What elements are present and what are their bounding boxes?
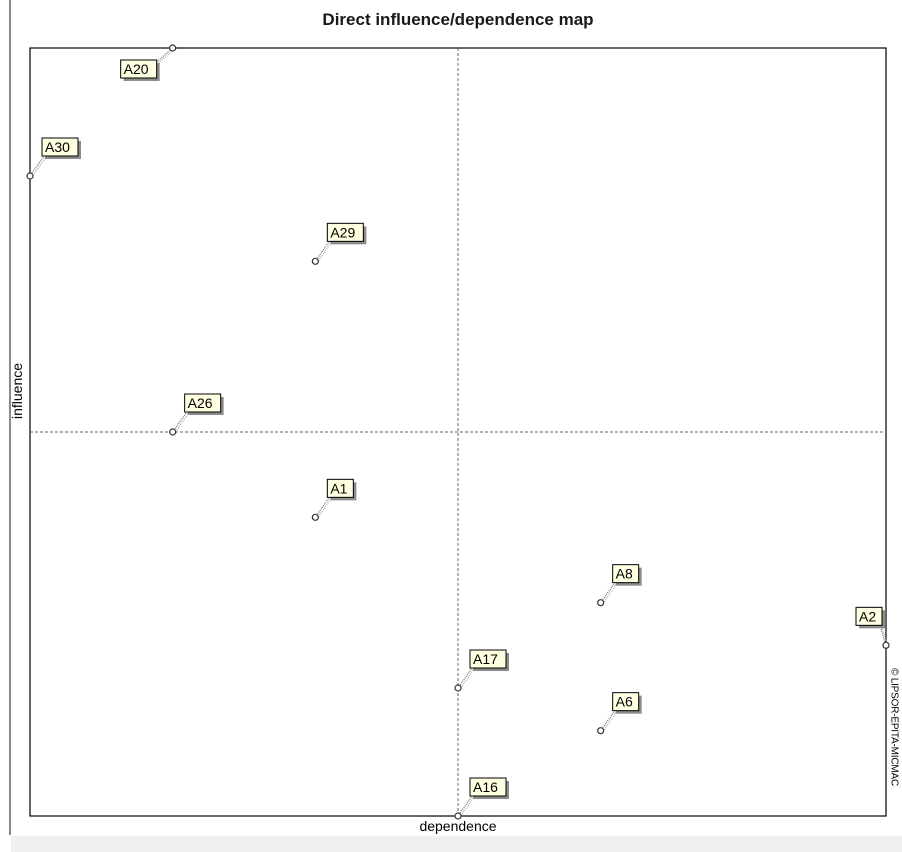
point-label: A30 — [41, 137, 81, 159]
label-text: A1 — [330, 480, 347, 496]
point-marker — [882, 641, 890, 649]
label-text: A26 — [188, 395, 213, 411]
leader-line — [457, 667, 473, 689]
point-marker — [311, 513, 319, 521]
leader-line-shadow — [459, 796, 475, 818]
leader-line — [879, 625, 887, 646]
leader-line — [314, 241, 330, 262]
x-axis-label: dependence — [419, 818, 497, 834]
label-text: A20 — [124, 61, 149, 77]
point-marker — [597, 727, 605, 735]
point-label: A29 — [326, 222, 367, 245]
point-label: A6 — [612, 692, 642, 714]
data-point-a1: A1 — [311, 478, 357, 521]
label-box — [120, 59, 158, 79]
leader-line-shadow — [602, 711, 618, 732]
leader-line-shadow — [881, 626, 889, 647]
label-box — [184, 393, 222, 413]
label-text: A17 — [473, 651, 498, 667]
chart-title: Direct influence/dependence map — [322, 10, 594, 29]
label-box — [41, 137, 79, 157]
leader-line — [314, 497, 330, 518]
point-label: A16 — [469, 777, 509, 799]
label-text: A6 — [616, 694, 633, 710]
point-label: A17 — [469, 649, 509, 671]
point-marker — [26, 172, 34, 180]
point-marker — [169, 44, 177, 52]
label-text: A2 — [859, 608, 876, 624]
point-label: A2 — [855, 606, 885, 629]
status-strip — [11, 836, 902, 852]
label-box — [326, 222, 364, 242]
leader-line — [172, 411, 188, 433]
leader-line — [600, 582, 616, 603]
leader-line-shadow — [602, 583, 618, 604]
label-text: A29 — [330, 224, 355, 240]
points-layer: A20 A30 A29 A26 A1 A8 A2 A17 A6 A16 — [26, 44, 890, 820]
label-box — [612, 564, 640, 584]
leader-line — [600, 710, 616, 731]
data-point-a16: A16 — [454, 777, 509, 820]
data-point-a8: A8 — [597, 564, 642, 607]
point-marker — [311, 257, 319, 265]
data-point-a26: A26 — [169, 393, 224, 436]
point-marker — [169, 428, 177, 436]
label-text: A16 — [473, 779, 498, 795]
point-label: A26 — [184, 393, 224, 415]
label-text: A30 — [45, 139, 70, 155]
data-point-a6: A6 — [597, 692, 642, 735]
leader-line-shadow — [174, 412, 190, 434]
data-point-a2: A2 — [855, 606, 890, 649]
leader-line-shadow — [316, 498, 332, 519]
leader-line — [457, 795, 473, 817]
point-label: A20 — [120, 59, 160, 81]
label-box — [326, 478, 354, 498]
point-marker — [454, 684, 462, 692]
data-point-a29: A29 — [311, 222, 367, 265]
label-text: A8 — [616, 566, 633, 582]
leader-line-shadow — [31, 156, 47, 178]
label-box — [469, 649, 507, 669]
label-box — [612, 692, 640, 712]
leader-line-shadow — [459, 668, 475, 690]
point-label: A8 — [612, 564, 642, 586]
point-marker — [597, 599, 605, 607]
leader-line-shadow — [316, 242, 332, 263]
data-point-a20: A20 — [120, 44, 177, 81]
leader-line — [156, 47, 173, 63]
label-box — [469, 777, 507, 797]
leader-line — [29, 155, 45, 177]
data-point-a17: A17 — [454, 649, 509, 692]
point-marker — [454, 812, 462, 820]
label-box — [855, 606, 883, 626]
left-border — [9, 0, 11, 835]
data-point-a30: A30 — [26, 137, 81, 180]
point-label: A1 — [326, 478, 357, 501]
leader-line-shadow — [158, 48, 175, 64]
